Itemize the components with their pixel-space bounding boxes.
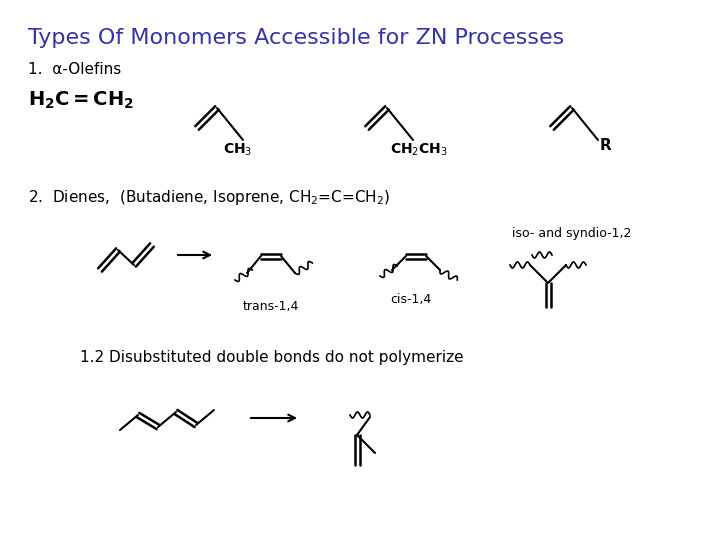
- Text: 1.2 Disubstituted double bonds do not polymerize: 1.2 Disubstituted double bonds do not po…: [80, 350, 464, 365]
- Text: 2.  Dienes,  (Butadiene, Isoprene, CH$_2$=C=CH$_2$): 2. Dienes, (Butadiene, Isoprene, CH$_2$=…: [28, 188, 390, 207]
- Text: R: R: [600, 138, 612, 153]
- Text: CH$_2$CH$_3$: CH$_2$CH$_3$: [390, 142, 448, 158]
- Text: $\mathbf{H_2C{=}CH_2}$: $\mathbf{H_2C{=}CH_2}$: [28, 90, 134, 111]
- Text: Types Of Monomers Accessible for ZN Processes: Types Of Monomers Accessible for ZN Proc…: [28, 28, 564, 48]
- Text: iso- and syndio-1,2: iso- and syndio-1,2: [512, 227, 631, 240]
- Text: CH$_3$: CH$_3$: [223, 142, 252, 158]
- Text: cis-1,4: cis-1,4: [390, 293, 431, 306]
- Text: trans-1,4: trans-1,4: [243, 300, 300, 313]
- Text: 1.  α-Olefins: 1. α-Olefins: [28, 62, 121, 77]
